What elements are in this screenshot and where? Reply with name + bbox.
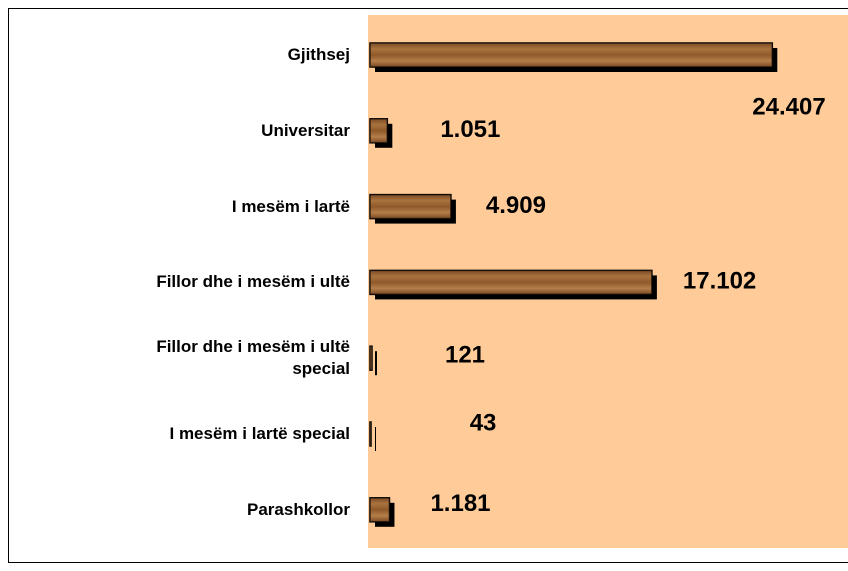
value-label: 17.102 xyxy=(683,268,756,295)
bar-tint xyxy=(370,194,451,219)
bar xyxy=(369,193,452,220)
category-label: Fillor dhe i mesëm i ultë special xyxy=(156,337,350,379)
value-label: 4.909 xyxy=(486,192,546,219)
value-label: 43 xyxy=(470,409,497,436)
value-label: 1.181 xyxy=(430,490,490,517)
bar-tint xyxy=(370,497,390,522)
bar-shadow xyxy=(375,427,376,451)
bar-shadow xyxy=(375,351,377,376)
category-label: I mesëm i lartë special xyxy=(169,424,351,443)
bar-tint xyxy=(370,346,372,371)
bar-tint xyxy=(370,422,371,446)
bar xyxy=(369,497,391,523)
value-label: 121 xyxy=(445,342,485,369)
category-label: Universitar xyxy=(261,120,350,140)
value-label: 24.407 xyxy=(752,93,825,120)
bar-tint xyxy=(370,270,652,295)
category-label: Fillor dhe i mesëm i ultë xyxy=(156,272,350,292)
bar xyxy=(369,118,389,144)
category-label: Gjithsej xyxy=(287,45,350,64)
category-label: I mesëm i lartë xyxy=(231,196,350,216)
frame xyxy=(8,8,848,563)
bar xyxy=(369,421,372,447)
bar xyxy=(369,269,653,296)
category-label: Parashkollor xyxy=(247,499,350,519)
value-label: 1.051 xyxy=(440,116,500,143)
bar xyxy=(369,345,373,371)
bar xyxy=(369,42,774,68)
bar-tint xyxy=(370,118,388,143)
bar-tint xyxy=(370,43,773,67)
